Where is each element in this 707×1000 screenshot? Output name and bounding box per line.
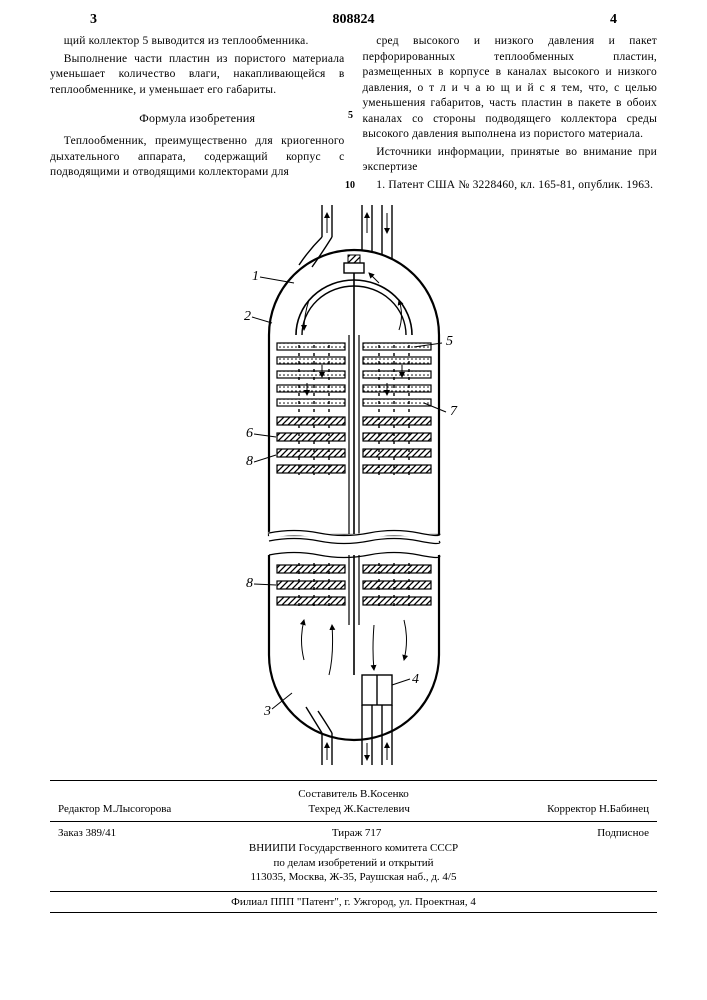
fig-label-6: 6 [246, 426, 253, 441]
fig-label-5: 5 [446, 334, 453, 349]
footer-corrector: Корректор Н.Бабинец [547, 802, 649, 817]
page-num-left: 3 [90, 12, 97, 28]
fig-label-8b: 8 [246, 576, 253, 591]
footer-block: Составитель В.Косенко Редактор М.Лысогор… [50, 780, 657, 892]
footer-tirage: Тираж 717 [332, 826, 382, 841]
right-p3: 1. Патент США № 3228460, кл. 165-81, опу… [363, 178, 658, 194]
figure: 1 2 5 7 6 8 8 3 4 [0, 195, 707, 776]
footer-order: Заказ 389/41 [58, 826, 116, 841]
footer-row-order: Заказ 389/41 Тираж 717 Подписное [50, 826, 657, 841]
formula-title: Формула изобретения [50, 110, 345, 126]
footer-inner: Заказ 389/41 Тираж 717 Подписное ВНИИПИ … [50, 821, 657, 885]
footer-subscription: Подписное [597, 826, 649, 841]
fig-label-1: 1 [252, 269, 259, 284]
left-column: щий коллектор 5 выводится из теплообменн… [50, 34, 345, 195]
page-header: 3 808824 4 [0, 0, 707, 34]
footer-row-credits: Редактор М.Лысогорова Техред Ж.Кастелеви… [50, 802, 657, 817]
fig-label-7: 7 [450, 404, 458, 419]
left-p2: Выполнение части пластин из пористого ма… [50, 52, 345, 99]
fig-label-4: 4 [412, 672, 419, 687]
right-p1: сред высокого и низкого давления и пакет… [363, 34, 658, 143]
footer-compiler: Составитель В.Косенко [50, 787, 657, 802]
fig-label-2: 2 [244, 309, 251, 324]
footer-org2: по делам изобретений и открытий [50, 856, 657, 871]
patent-number: 808824 [333, 12, 375, 28]
text-columns: щий коллектор 5 выводится из теплообменн… [0, 34, 707, 195]
page-num-right: 4 [610, 12, 617, 28]
left-p3: Теплообменник, преимущественно для криог… [50, 134, 345, 181]
right-column: сред высокого и низкого давления и пакет… [363, 34, 658, 195]
footer-branch: Филиал ППП "Патент", г. Ужгород, ул. Про… [50, 896, 657, 913]
fig-label-8a: 8 [246, 454, 253, 469]
heat-exchanger-diagram: 1 2 5 7 6 8 8 3 4 [214, 205, 494, 765]
footer-org1: ВНИИПИ Государственного комитета СССР [50, 841, 657, 856]
footer-techred: Техред Ж.Кастелевич [309, 802, 410, 817]
line-marker-10: 10 [345, 180, 355, 191]
footer-editor: Редактор М.Лысогорова [58, 802, 171, 817]
fig-label-3: 3 [263, 704, 271, 719]
line-marker-5: 5 [348, 110, 353, 121]
right-p2: Источники информации, принятые во вниман… [363, 145, 658, 176]
footer-address: 113035, Москва, Ж-35, Раушская наб., д. … [50, 870, 657, 885]
left-p1: щий коллектор 5 выводится из теплообменн… [50, 34, 345, 50]
